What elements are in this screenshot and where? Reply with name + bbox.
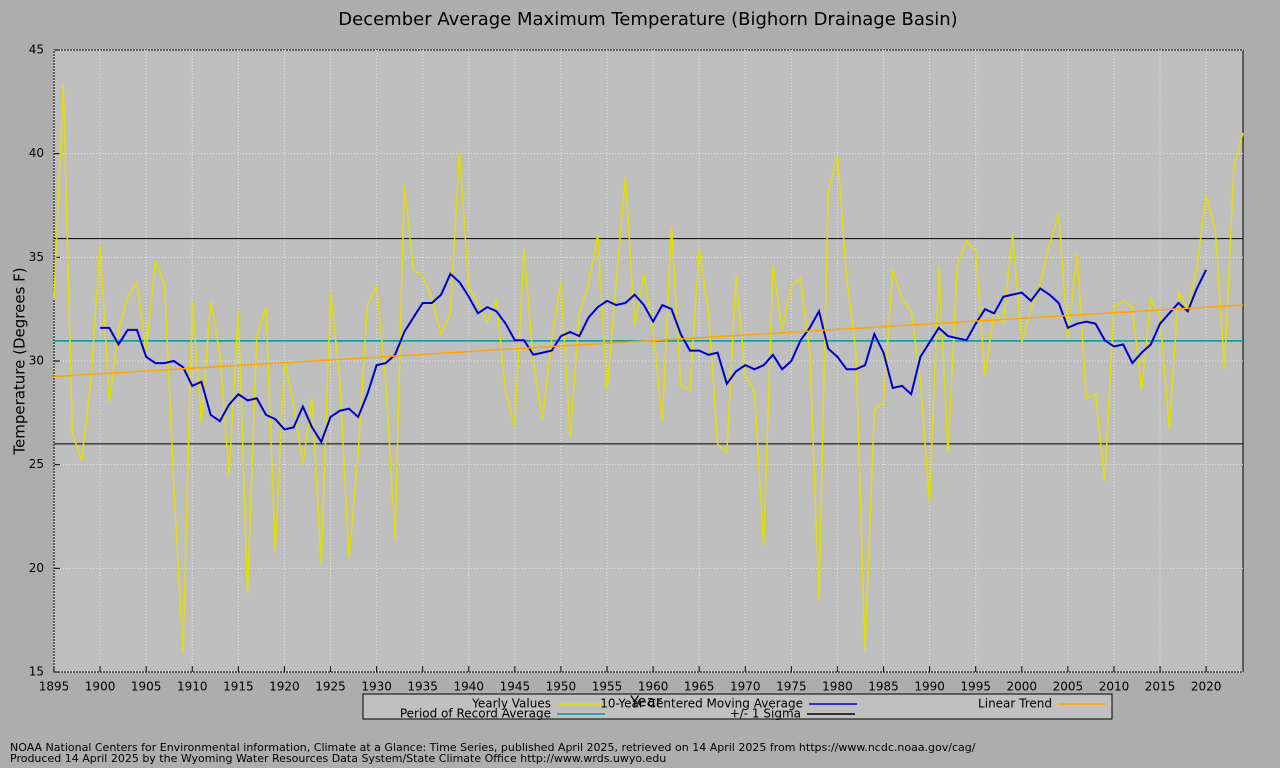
x-tick-label: 1915 <box>223 680 254 694</box>
x-tick-label: 2015 <box>1145 680 1176 694</box>
x-tick-label: 1990 <box>914 680 945 694</box>
y-axis-label: Temperature (Degrees F) <box>11 267 29 455</box>
x-tick-label: 1940 <box>453 680 484 694</box>
legend-label: 10-Year Centered Moving Average <box>600 697 803 711</box>
footer-line: Produced 14 April 2025 by the Wyoming Wa… <box>10 752 666 765</box>
x-tick-label: 1905 <box>131 680 162 694</box>
x-tick-label: 1935 <box>407 680 438 694</box>
x-tick-label: 1970 <box>730 680 761 694</box>
x-tick-label: 1925 <box>315 680 346 694</box>
y-tick-label: 20 <box>29 561 44 575</box>
x-tick-label: 1955 <box>592 680 623 694</box>
x-tick-label: 1980 <box>822 680 853 694</box>
y-tick-label: 15 <box>29 665 44 679</box>
footer-line: NOAA National Centers for Environmental … <box>10 741 976 754</box>
x-tick-label: 1965 <box>684 680 715 694</box>
x-tick-label: 2005 <box>1053 680 1084 694</box>
legend-label: Linear Trend <box>978 697 1052 711</box>
y-tick-label: 35 <box>29 250 44 264</box>
x-axis-label: Year <box>629 693 663 711</box>
x-tick-label: 2000 <box>1007 680 1038 694</box>
x-tick-label: 2010 <box>1099 680 1130 694</box>
x-tick-label: 1985 <box>868 680 899 694</box>
x-tick-label: 1975 <box>776 680 807 694</box>
x-tick-label: 1895 <box>39 680 70 694</box>
x-tick-label: 1920 <box>269 680 300 694</box>
legend-label: +/- 1 Sigma <box>730 707 801 721</box>
x-tick-label: 1995 <box>960 680 991 694</box>
series-line <box>100 269 1208 445</box>
x-tick-label: 1900 <box>85 680 116 694</box>
y-tick-label: 30 <box>29 354 44 368</box>
legend-box <box>362 693 1113 720</box>
legend-label: Period of Record Average <box>400 707 551 721</box>
y-tick-label: 25 <box>29 457 44 471</box>
x-tick-label: 1960 <box>638 680 669 694</box>
x-tick-label: 1950 <box>546 680 577 694</box>
x-tick-label: 1930 <box>361 680 392 694</box>
x-tick-label: 2020 <box>1191 680 1222 694</box>
y-tick-label: 40 <box>29 146 44 160</box>
series-line <box>53 85 1244 654</box>
x-tick-label: 1910 <box>177 680 208 694</box>
legend-label: Yearly Values <box>471 697 551 711</box>
chart-title: December Average Maximum Temperature (Bi… <box>338 9 957 30</box>
x-tick-label: 1945 <box>500 680 531 694</box>
series-line <box>53 304 1244 378</box>
y-tick-label: 45 <box>29 43 44 57</box>
